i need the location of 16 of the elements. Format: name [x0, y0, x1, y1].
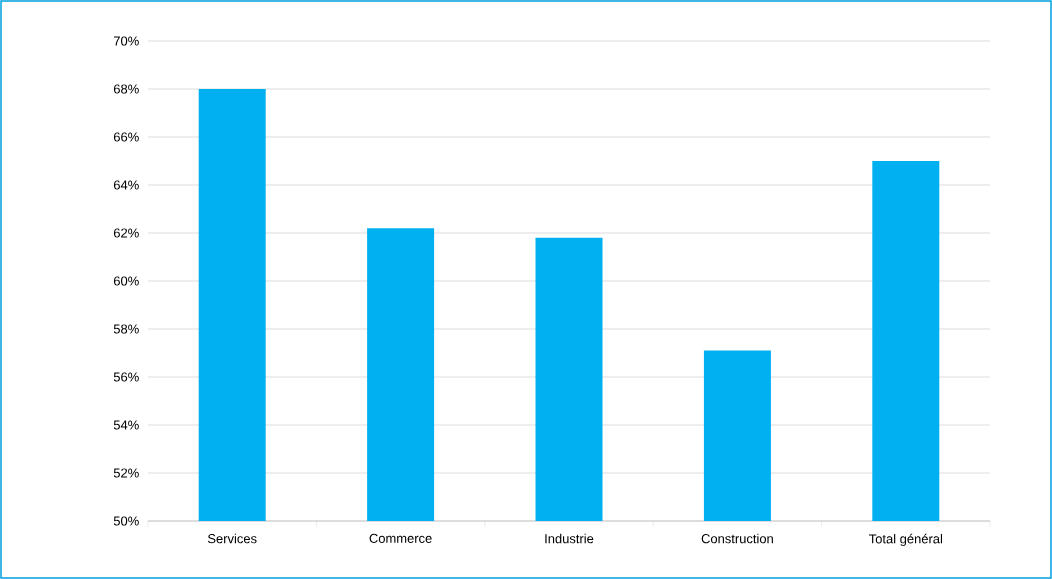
- y-tick-label: 56%: [113, 372, 139, 382]
- x-tick-label: Construction: [701, 533, 773, 544]
- x-tick-label: Total général: [869, 533, 943, 546]
- y-tick-label: 60%: [113, 276, 139, 286]
- y-tick-label: 54%: [113, 420, 139, 430]
- y-tick-label: 62%: [113, 228, 139, 238]
- y-tick-label: 52%: [113, 468, 139, 478]
- y-tick-label: 70%: [113, 36, 139, 46]
- y-tick-label: 66%: [113, 132, 139, 142]
- y-tick-label: 68%: [113, 84, 139, 94]
- x-tick-label: Commerce: [369, 533, 432, 543]
- y-tick-label: 50%: [113, 516, 139, 526]
- x-tick-label: Services: [207, 533, 257, 544]
- x-tick-label: Industrie: [545, 533, 594, 544]
- y-tick-label: 58%: [113, 324, 139, 334]
- y-tick-label: 64%: [113, 180, 139, 190]
